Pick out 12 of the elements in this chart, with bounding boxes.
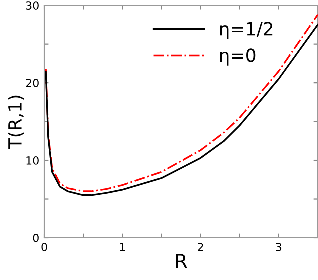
x-tick-label: 0 bbox=[42, 243, 48, 252]
y-tick-label: 10 bbox=[26, 156, 39, 165]
y-tick-label: 20 bbox=[26, 79, 39, 88]
x-axis-title: R bbox=[176, 254, 188, 268]
y-tick-label: 30 bbox=[26, 2, 39, 10]
y-tick-label: 0 bbox=[33, 234, 39, 242]
x-tick-label: 2 bbox=[198, 243, 204, 252]
x-tick-label: 3 bbox=[276, 243, 282, 252]
x-tick-label: 1 bbox=[120, 243, 126, 252]
legend-label: η=1/2 bbox=[220, 22, 273, 40]
legend-label: η=0 bbox=[220, 48, 256, 66]
y-axis-title: T(R,1) bbox=[8, 96, 24, 150]
